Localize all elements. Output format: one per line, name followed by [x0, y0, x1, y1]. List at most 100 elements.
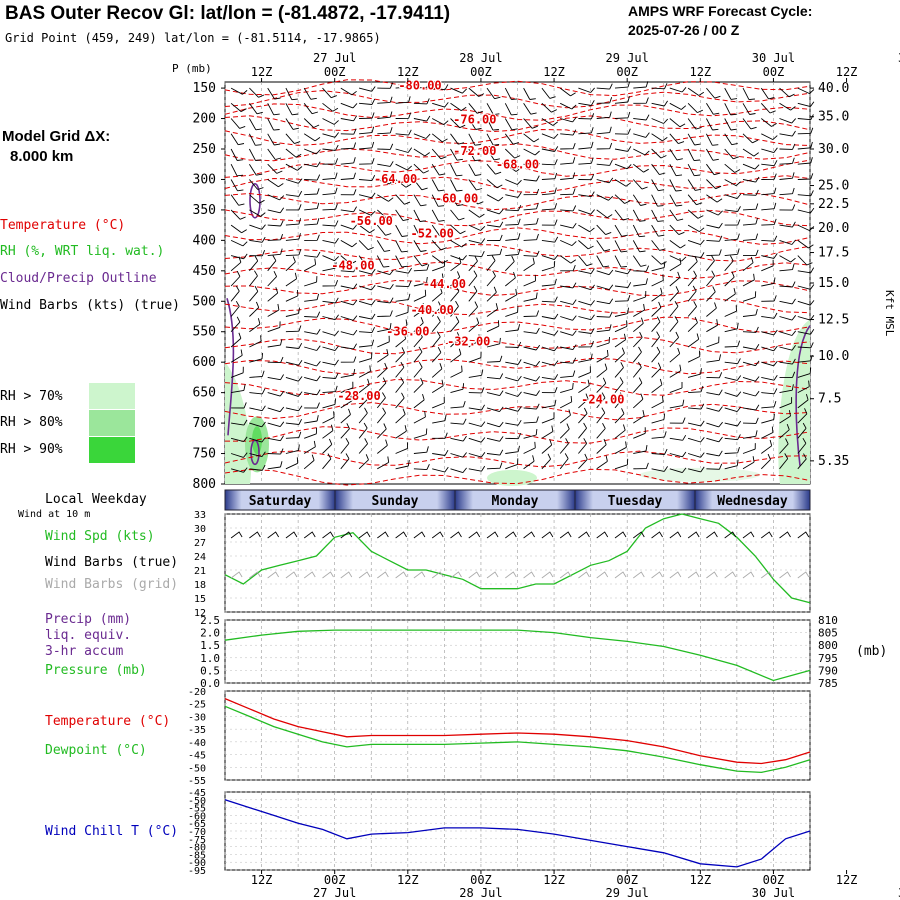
isotherm-label: -52.00 — [411, 226, 454, 240]
wind-barb — [285, 342, 303, 349]
wind-barb — [560, 116, 577, 123]
wind-barb — [249, 335, 262, 348]
weekday-label: Monday — [492, 494, 539, 509]
temperature-tick-label: -45 — [188, 751, 206, 762]
wind-barb — [248, 133, 262, 146]
wind-barb — [285, 178, 303, 184]
wind-barb — [742, 217, 758, 226]
wind-barb — [505, 179, 522, 185]
wind-barb — [267, 390, 285, 397]
wind-barb — [779, 130, 796, 137]
wind-barb — [578, 191, 595, 198]
wind-barb — [468, 224, 486, 231]
wind-barb — [359, 98, 376, 105]
wind-barb — [285, 103, 299, 116]
wind-barb — [761, 400, 777, 409]
wind-barb — [450, 209, 465, 221]
wind-barb — [304, 276, 318, 287]
wind-barb — [651, 362, 662, 378]
wind-barb — [578, 157, 594, 165]
wind-barb — [523, 175, 540, 182]
wind-barb — [742, 430, 758, 439]
wind-barb — [761, 360, 778, 367]
surface-wind-barb — [230, 531, 243, 539]
surface-grid-wind-barb — [303, 571, 316, 579]
surface-wind-barb — [505, 531, 517, 539]
wind-barb — [450, 452, 467, 458]
wind-barb — [596, 194, 614, 201]
wind-barb — [340, 381, 354, 394]
wind-barb — [669, 194, 683, 207]
wind-barb — [724, 248, 740, 257]
precip-legend-1: Precip (mm) — [45, 612, 132, 627]
bottom-time-tick-label: 00Z — [616, 873, 638, 887]
wind-barb — [413, 446, 429, 454]
wind-barb — [486, 103, 500, 116]
pressure-tick-label: 300 — [193, 172, 216, 187]
wind-barb — [706, 148, 719, 161]
wind-barb — [560, 102, 577, 110]
wind-barb — [267, 163, 283, 174]
wind-barb — [231, 402, 247, 409]
wind-barb — [322, 373, 339, 379]
forecast-cycle-label: AMPS WRF Forecast Cycle: — [628, 3, 813, 19]
bottom-time-tick-label: 12Z — [836, 873, 858, 887]
wind-barb — [267, 287, 279, 302]
wind-barb — [560, 330, 577, 336]
surface-grid-wind-barb — [358, 571, 371, 579]
wind-barb — [779, 358, 796, 365]
wind-barb — [249, 148, 262, 161]
wind-barb — [486, 209, 504, 215]
wind-barb — [687, 452, 705, 458]
isotherm-line — [224, 103, 811, 121]
wind-barb — [267, 148, 282, 160]
wind-barb — [687, 133, 701, 146]
wind-barb — [395, 332, 407, 348]
wind-barb — [688, 385, 704, 394]
wind-barb — [596, 422, 606, 439]
wind-barb — [541, 278, 557, 287]
wind-barb — [633, 278, 648, 287]
windchill-tick-label: -75 — [188, 835, 206, 846]
wind-barb — [596, 284, 614, 291]
isotherm-label: -64.00 — [374, 172, 417, 186]
wind-barb — [432, 102, 449, 108]
wind-barb — [541, 87, 556, 99]
wind-barb — [633, 81, 649, 89]
wind-barb — [632, 240, 646, 253]
surface-grid-wind-barb — [267, 571, 280, 579]
wind-barb — [468, 238, 486, 244]
pressure-unit-label: (mb) — [856, 644, 887, 659]
wind-barb — [761, 173, 777, 180]
wind-barb — [450, 118, 466, 129]
wind-barb — [304, 389, 321, 396]
wind-barb — [377, 143, 394, 150]
wind-barb — [651, 378, 663, 393]
wind-barb — [267, 406, 285, 413]
wind-barb — [504, 255, 515, 272]
wind-barb — [687, 285, 697, 302]
wind-barb — [267, 421, 285, 428]
wind-barb — [724, 103, 737, 116]
wind-barb — [596, 240, 611, 252]
wind-barb — [669, 467, 687, 474]
wind-barb — [797, 173, 814, 180]
wind-barb — [560, 142, 576, 150]
wind-barb — [797, 380, 810, 393]
surface-grid-wind-barb — [450, 571, 462, 579]
wind-barb — [687, 224, 705, 232]
wind-barb — [486, 163, 502, 175]
wind-barb — [376, 224, 392, 236]
local-weekday-label: Local Weekday — [45, 492, 147, 507]
wind-barb — [322, 438, 333, 454]
wind-barb — [468, 437, 486, 443]
surface-wind-barb — [797, 531, 810, 539]
wind-barb — [376, 407, 386, 424]
wind-barb — [285, 256, 296, 272]
wind-barb — [761, 160, 778, 167]
wind-barb — [797, 342, 814, 349]
wind-barb — [230, 256, 242, 272]
wind-barb — [779, 263, 795, 272]
wind-barb — [523, 441, 536, 454]
wind-barb — [413, 224, 426, 238]
